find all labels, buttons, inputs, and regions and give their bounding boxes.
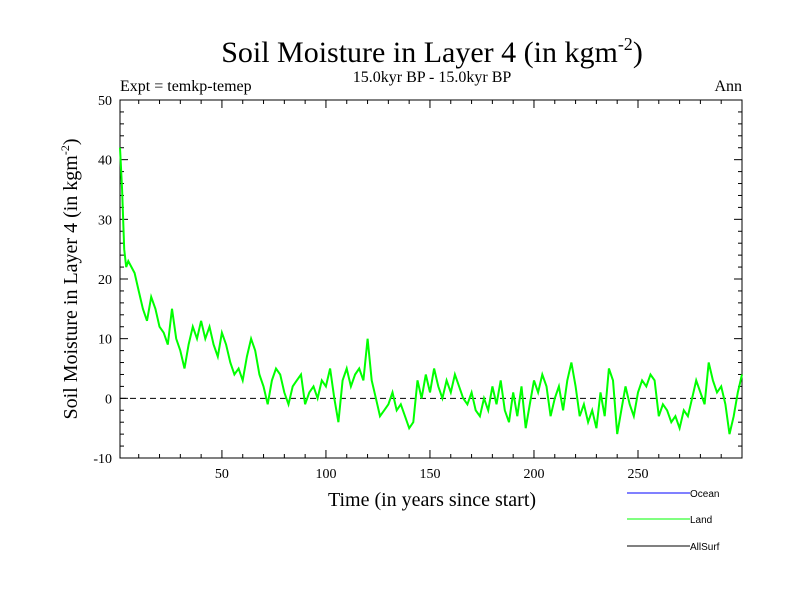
y-tick-label: 30 — [98, 213, 112, 228]
series-land-line — [119, 147, 743, 435]
y-tick-label: 20 — [98, 273, 112, 288]
y-axis-label: Soil Moisture in Layer 4 (in kgm-2) — [58, 138, 82, 419]
chart-subtitle: 15.0kyr BP - 15.0kyr BP — [353, 69, 512, 86]
chart-title-superscript: -2 — [618, 34, 633, 54]
y-tick-label: -10 — [93, 452, 112, 467]
x-tick-label: 200 — [523, 467, 544, 482]
y-tick-label: 0 — [105, 392, 112, 407]
y-tick-label: 40 — [98, 154, 112, 169]
plot-frame — [119, 99, 743, 459]
legend: Ocean Land AllSurf — [627, 489, 720, 553]
x-axis-label: Time (in years since start) — [328, 489, 536, 511]
experiment-label: Expt = temkp-temep — [120, 78, 252, 95]
chart-title: Soil Moisture in Layer 4 (in kgm-2) — [221, 34, 643, 69]
y-tick-label: 50 — [98, 94, 112, 109]
legend-allsurf-label: AllSurf — [690, 542, 720, 553]
x-tick-label: 250 — [627, 467, 648, 482]
x-tick-label: 150 — [419, 467, 440, 482]
y-axis-label-superscript: -2 — [58, 145, 72, 155]
x-tick-label: 50 — [215, 467, 229, 482]
season-label: Ann — [714, 78, 742, 95]
y-tick-label: 10 — [98, 333, 112, 348]
x-tick-label: 100 — [315, 467, 336, 482]
axis-tick-labels: -10 0 10 20 30 40 50 50 100 150 200 250 — [93, 94, 648, 482]
legend-ocean-label: Ocean — [690, 489, 719, 500]
axis-ticks — [120, 99, 743, 459]
legend-land-label: Land — [690, 515, 712, 526]
